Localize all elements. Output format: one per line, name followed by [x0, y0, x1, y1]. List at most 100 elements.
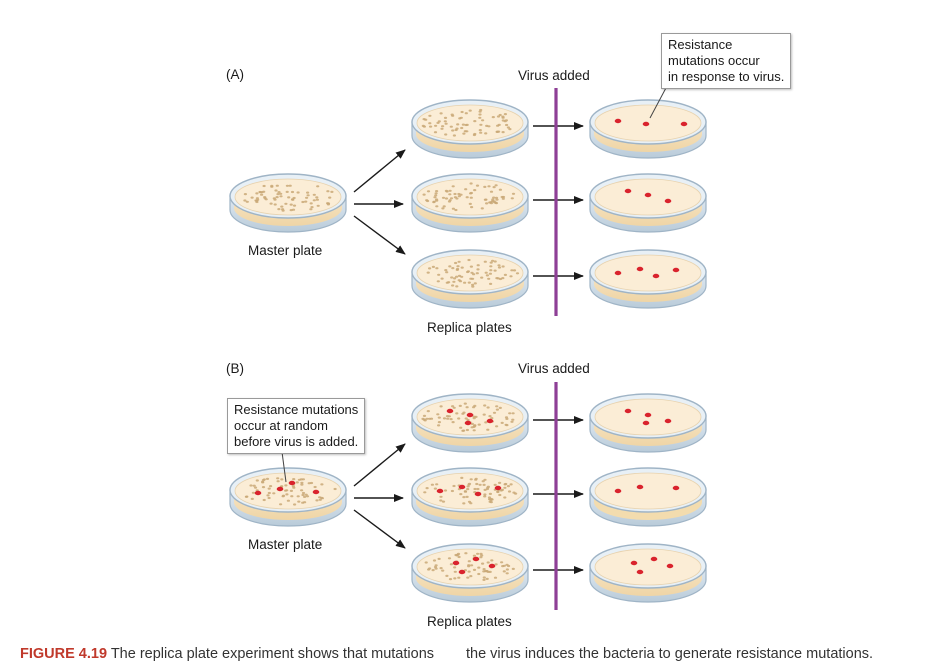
- colony: [463, 490, 467, 493]
- resistant-colony: [644, 192, 652, 198]
- colony: [320, 497, 324, 500]
- colony: [486, 485, 490, 488]
- colony: [494, 184, 498, 187]
- colony: [318, 498, 322, 501]
- colony: [309, 202, 313, 205]
- colony: [425, 199, 429, 202]
- colony: [473, 132, 477, 136]
- colony: [488, 570, 492, 574]
- colony: [487, 125, 491, 128]
- colony: [474, 415, 478, 418]
- panel-a-master-plate: [229, 173, 347, 233]
- colony: [434, 564, 438, 567]
- colony: [303, 501, 307, 504]
- resistant-colony: [452, 560, 460, 566]
- colony: [453, 192, 457, 196]
- colony: [453, 277, 457, 280]
- colony: [493, 260, 497, 263]
- colony: [436, 280, 440, 283]
- colony: [432, 201, 436, 204]
- colony: [279, 195, 283, 198]
- colony: [511, 412, 515, 415]
- colony: [510, 197, 514, 200]
- colony: [500, 561, 504, 564]
- colony: [453, 566, 457, 569]
- colony: [500, 421, 504, 424]
- colony: [466, 270, 470, 273]
- colony: [285, 184, 289, 187]
- colony: [478, 110, 482, 113]
- colony: [470, 422, 474, 425]
- colony: [250, 196, 254, 199]
- colony: [437, 557, 441, 561]
- colony: [501, 131, 505, 134]
- colony: [289, 489, 293, 492]
- colony: [498, 406, 502, 409]
- colony: [490, 417, 494, 420]
- colony: [295, 481, 299, 484]
- colony: [476, 487, 480, 491]
- resistant-colony: [624, 188, 632, 194]
- colony: [439, 567, 443, 570]
- colony: [492, 196, 496, 199]
- colony: [449, 418, 453, 421]
- colony: [422, 414, 427, 417]
- colony: [482, 568, 486, 571]
- colony: [301, 491, 306, 495]
- colony: [428, 267, 432, 270]
- colony: [482, 576, 486, 579]
- colony: [445, 574, 449, 578]
- colony: [482, 578, 486, 582]
- colony: [472, 554, 476, 557]
- colony: [315, 198, 319, 201]
- panel-b-virus-plate-3: [589, 543, 707, 603]
- resistant-colony: [312, 489, 320, 495]
- figure-caption: FIGURE 4.19 The replica plate experiment…: [20, 645, 873, 663]
- colony: [464, 123, 468, 127]
- colony: [452, 280, 456, 283]
- colony: [483, 404, 487, 407]
- colony: [281, 209, 285, 212]
- resistant-colony: [636, 266, 644, 272]
- colony: [307, 482, 311, 485]
- colony: [485, 274, 489, 277]
- panel-a-replica-plates-label: Replica plates: [427, 320, 512, 335]
- colony: [275, 196, 279, 199]
- resistant-colony: [458, 569, 466, 575]
- colony: [292, 204, 297, 207]
- colony: [480, 207, 484, 210]
- colony: [501, 119, 505, 122]
- colony: [255, 479, 259, 482]
- colony: [296, 495, 300, 498]
- resistant-colony: [436, 488, 444, 494]
- colony: [489, 497, 493, 501]
- colony: [505, 123, 509, 127]
- colony: [472, 568, 477, 572]
- colony: [448, 189, 452, 192]
- colony: [288, 184, 292, 187]
- colony: [292, 486, 296, 489]
- colony: [444, 189, 448, 192]
- panel-b-callout-line-1: Resistance mutations: [234, 402, 359, 417]
- colony: [444, 269, 448, 272]
- colony: [442, 417, 447, 420]
- colony: [435, 267, 439, 270]
- colony: [503, 496, 507, 499]
- colony: [255, 197, 259, 200]
- resistant-colony: [458, 484, 466, 490]
- colony: [459, 426, 463, 429]
- colony: [313, 485, 317, 489]
- colony: [469, 502, 473, 505]
- colony: [451, 267, 455, 270]
- colony: [441, 196, 446, 199]
- colony: [511, 418, 515, 421]
- colony: [479, 131, 483, 134]
- colony: [265, 477, 270, 480]
- colony: [446, 417, 450, 420]
- colony: [505, 572, 509, 575]
- colony: [471, 283, 475, 286]
- resistant-colony: [672, 267, 680, 273]
- resistant-colony: [624, 408, 632, 414]
- colony: [440, 277, 444, 280]
- colony: [492, 186, 496, 189]
